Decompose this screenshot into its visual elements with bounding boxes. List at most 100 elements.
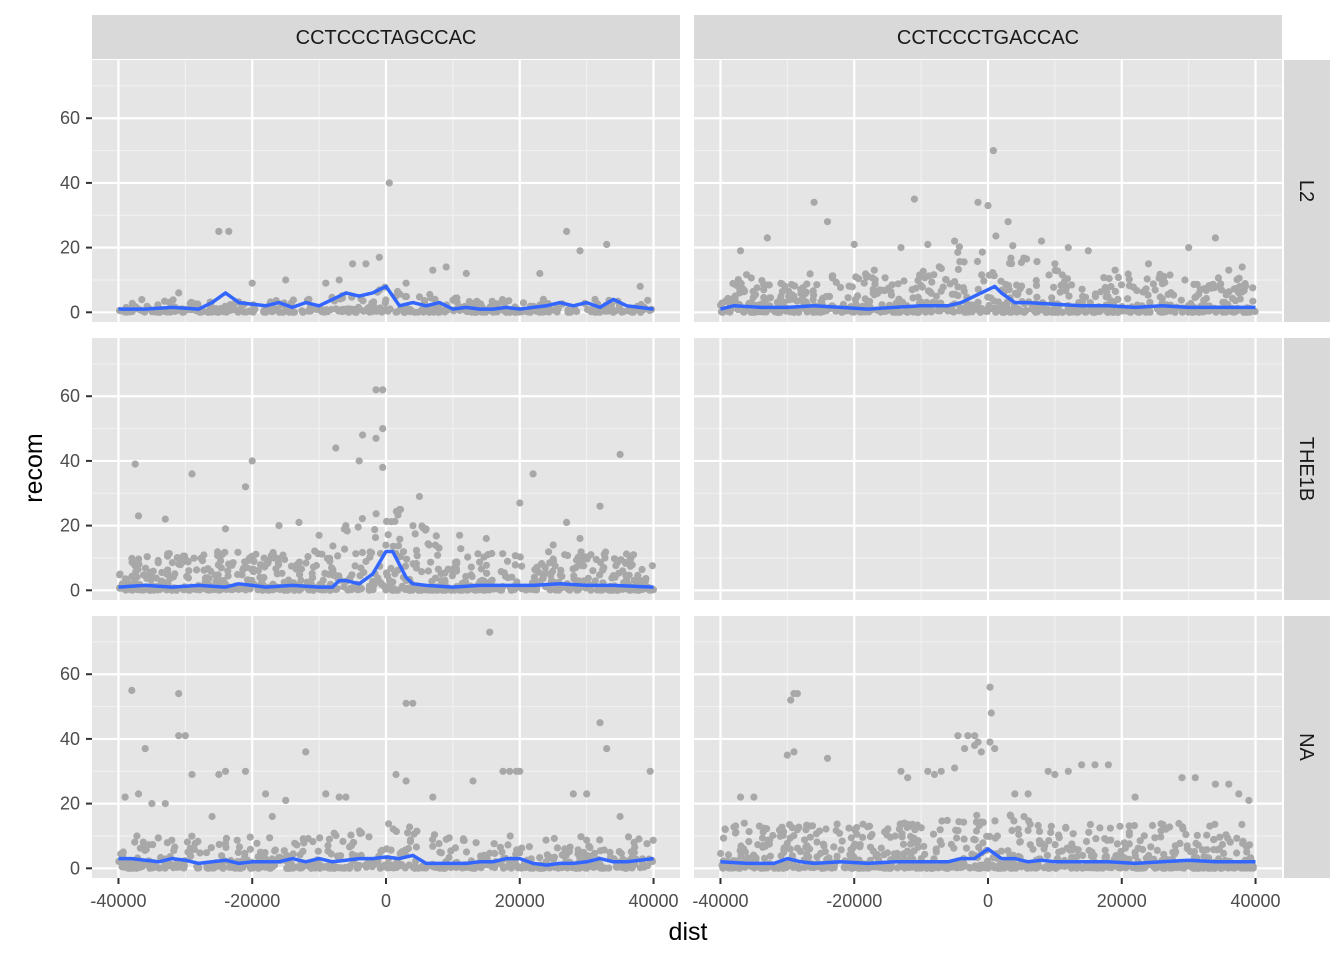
data-point [448,572,456,580]
data-point [1183,842,1191,850]
data-point [1244,864,1252,872]
data-point [1013,291,1022,299]
data-point [865,822,874,830]
data-point [1091,290,1099,298]
data-point [298,307,306,315]
data-point-outlier [991,745,999,753]
panel-cctccctgaccac-na [694,616,1282,878]
data-point [746,855,754,863]
data-point [1051,841,1059,849]
data-point [1246,854,1255,862]
data-point [1107,836,1115,844]
strip-background [1284,616,1330,878]
data-point [557,566,565,575]
data-point-outlier [1078,761,1086,769]
data-point [1210,863,1218,871]
data-point-outlier [1191,774,1199,782]
data-point-outlier [750,793,758,801]
data-point [564,585,572,593]
data-point [119,848,127,856]
data-point [398,861,406,869]
data-point [394,542,403,550]
data-point [896,308,904,316]
data-point [271,846,279,854]
data-point [370,861,378,869]
y-tick-label: 20 [60,238,80,258]
data-point [1203,846,1211,854]
panel-cctccctgaccac-the1b [694,338,1282,600]
data-point [427,294,435,302]
data-point [1047,822,1055,830]
data-point [989,269,997,277]
data-point [835,829,844,837]
data-point [362,861,370,869]
data-point [382,541,390,549]
data-point [409,522,417,530]
strip-the1b: THE1B [1284,338,1330,600]
data-point-outlier [188,470,196,478]
data-point [777,292,785,300]
data-point [1100,274,1108,282]
data-point [979,861,987,869]
data-point-outlier [937,767,945,775]
data-point-outlier [810,198,818,206]
data-point [760,293,768,302]
data-point [506,832,514,840]
data-point-outlier [241,483,250,491]
data-point [195,863,203,872]
data-point [1236,295,1244,303]
data-point [1102,852,1110,860]
panel-cctccctagccac-l2 [92,60,680,322]
data-point-outlier [563,518,571,527]
data-point-outlier [1084,247,1092,255]
data-point [918,283,927,291]
data-point [881,274,889,282]
data-point [196,849,204,857]
data-point-outlier [134,790,143,798]
data-point [778,280,786,288]
data-point-outlier [870,266,878,274]
data-point [308,574,317,582]
data-point [927,308,935,316]
y-tick-label: 0 [70,858,80,878]
data-point [222,843,230,852]
data-point [859,833,867,842]
data-point [291,839,299,847]
data-point-outlier [563,227,571,235]
data-point [462,848,471,856]
data-point-outlier [569,790,577,798]
data-point [1116,822,1124,830]
data-point-outlier [315,531,323,539]
data-point [802,826,810,834]
data-point [760,280,768,288]
data-point [793,844,802,852]
data-point [125,863,133,871]
data-point-outlier [372,434,380,442]
data-point [452,558,460,566]
x-tick-label: -40000 [692,891,748,911]
data-point [1157,307,1165,315]
data-point [806,833,815,841]
x-tick-label: 40000 [629,891,679,911]
data-point [420,297,429,305]
data-point [213,308,221,316]
data-point [1073,852,1081,860]
data-point [644,296,652,304]
data-point [410,560,418,569]
data-point-outlier [1091,761,1099,769]
data-point [249,306,257,314]
y-tick-label: 20 [60,794,80,814]
data-point-outlier [221,525,230,533]
data-point-outlier [1178,774,1186,782]
data-point-outlier [248,279,256,287]
data-point [162,862,170,870]
data-point [786,834,794,842]
data-point [228,863,236,871]
row-facet-label: NA [1295,733,1317,761]
data-point [1233,849,1241,857]
data-point [917,824,925,832]
data-point-outlier [262,790,270,798]
data-point-outlier [1245,796,1253,805]
data-point [327,850,335,858]
data-point [1175,819,1183,828]
